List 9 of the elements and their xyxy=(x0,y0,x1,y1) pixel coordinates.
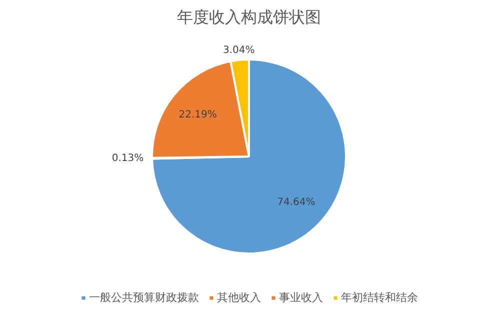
data-label: 74.64% xyxy=(277,197,316,208)
legend-label: 其他收入 xyxy=(217,290,261,305)
data-label: 22.19% xyxy=(178,109,217,120)
legend-label: 年初结转和结余 xyxy=(341,290,418,305)
data-label: 0.13% xyxy=(112,153,144,164)
legend-label: 一般公共预算财政拨款 xyxy=(89,290,199,305)
data-label: 3.04% xyxy=(222,44,255,56)
legend-label: 事业收入 xyxy=(279,290,323,305)
chart-title: 年度收入构成饼状图 xyxy=(177,8,321,26)
